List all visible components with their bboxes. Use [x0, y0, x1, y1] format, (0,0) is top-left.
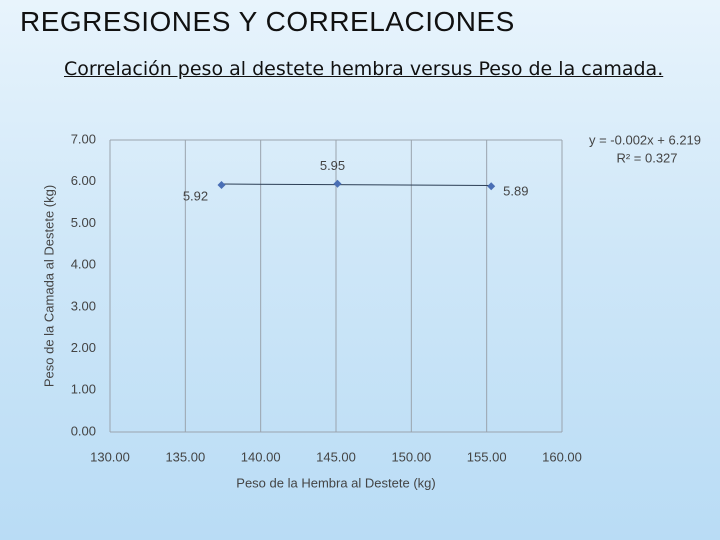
y-tick-label: 4.00	[71, 257, 96, 272]
y-tick-label: 7.00	[71, 131, 96, 146]
trendline-equation: y = -0.002x + 6.219	[589, 132, 701, 147]
x-tick-label: 155.00	[467, 449, 507, 464]
data-point	[333, 179, 342, 188]
data-label: 5.95	[320, 158, 345, 173]
data-point	[487, 182, 496, 191]
y-tick-label: 5.00	[71, 215, 96, 230]
data-label: 5.92	[183, 188, 208, 203]
data-label: 5.89	[503, 184, 528, 199]
x-axis-label: Peso de la Hembra al Destete (kg)	[236, 475, 435, 490]
data-point	[217, 181, 226, 190]
x-tick-label: 130.00	[90, 449, 130, 464]
y-tick-label: 3.00	[71, 298, 96, 313]
y-tick-label: 0.00	[71, 423, 96, 438]
x-tick-label: 135.00	[165, 449, 205, 464]
y-axis-label: Peso de la Camada al Destete (kg)	[41, 185, 56, 387]
x-tick-label: 150.00	[391, 449, 431, 464]
x-tick-label: 160.00	[542, 449, 582, 464]
slide-subtitle: Correlación peso al destete hembra versu…	[64, 58, 664, 80]
trendline-r2: R² = 0.327	[616, 150, 677, 165]
trendline	[221, 183, 492, 187]
y-tick-label: 2.00	[71, 340, 96, 355]
x-tick-label: 140.00	[241, 449, 281, 464]
slide-title: REGRESIONES Y CORRELACIONES	[20, 6, 515, 37]
y-tick-label: 1.00	[71, 382, 96, 397]
y-tick-label: 6.00	[71, 173, 96, 188]
x-tick-label: 145.00	[316, 449, 356, 464]
